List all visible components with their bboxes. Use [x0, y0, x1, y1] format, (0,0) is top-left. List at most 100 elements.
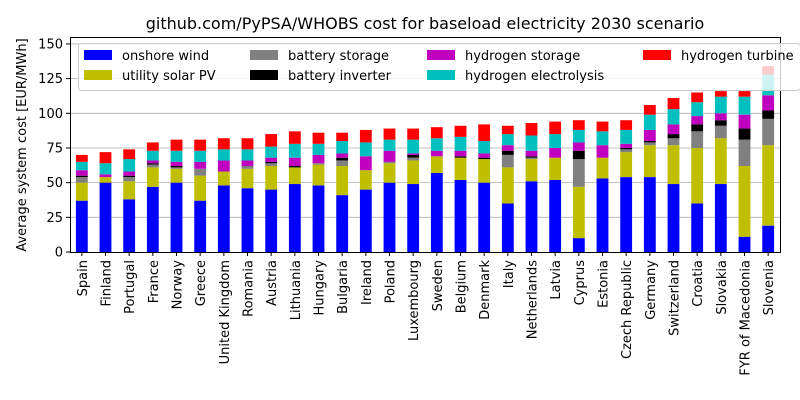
bar-segment	[170, 166, 183, 168]
x-tick-label: Croatia	[691, 260, 706, 307]
bar-segment	[336, 157, 349, 161]
bar-segment	[738, 128, 751, 140]
bar-segment	[501, 145, 514, 151]
bar-segment	[525, 123, 538, 136]
bar-segment	[241, 168, 254, 189]
y-tick-label: 150	[38, 37, 63, 52]
y-tick-label: 100	[38, 107, 63, 122]
bar-segment	[478, 153, 491, 158]
bar-segment	[620, 149, 633, 153]
plot-frame	[70, 37, 781, 253]
bar-segment	[123, 177, 136, 182]
bar-segment	[454, 150, 467, 157]
bar-segment	[99, 152, 112, 164]
legend: onshore wind utility solar PV battery stor…	[78, 43, 800, 91]
bar-segment	[288, 166, 301, 168]
bar-segment	[525, 156, 538, 158]
bar-segment	[738, 96, 751, 115]
bar-segment	[336, 166, 349, 196]
bar-segment	[762, 145, 775, 226]
bar-segment	[217, 149, 230, 161]
bar-segment	[146, 160, 159, 164]
bar-segment	[123, 159, 136, 172]
legend-swatch	[84, 70, 112, 80]
bar-segment	[217, 160, 230, 172]
bar-segment	[383, 163, 396, 183]
bar-segment	[714, 138, 727, 185]
bar-segment	[596, 157, 609, 179]
bar-segment	[146, 150, 159, 161]
bar-segment	[572, 120, 585, 130]
x-tick-label: Italy	[502, 260, 517, 289]
legend-swatch	[84, 50, 112, 60]
bar-segment	[383, 150, 396, 162]
bar-segment	[430, 172, 443, 252]
legend-label: hydrogen turbine	[681, 49, 794, 64]
bar-segment	[549, 121, 562, 135]
y-axis-label: Average system cost [EUR/MWh]	[15, 38, 30, 251]
bar-segment	[170, 139, 183, 151]
bar-segment	[525, 157, 538, 160]
bar-segment	[170, 168, 183, 183]
bar-segment	[146, 164, 159, 168]
bar-segment	[75, 161, 88, 171]
x-tick-label: Hungary	[313, 260, 328, 316]
x-tick-label: Bulgaria	[336, 260, 351, 314]
bar-segment	[146, 142, 159, 151]
bar-segment	[430, 138, 443, 151]
x-tick-label: Belgium	[455, 260, 470, 313]
bar-segment	[241, 138, 254, 150]
bar-segment	[383, 182, 396, 252]
bar-segment	[691, 203, 704, 252]
bar-segment	[194, 175, 207, 201]
x-tick-label: Cyprus	[573, 260, 588, 306]
bar-segment	[714, 184, 727, 252]
bars	[75, 66, 775, 252]
x-tick-label: Germany	[644, 260, 659, 320]
bar-segment	[691, 131, 704, 148]
bar-segment	[146, 163, 159, 165]
bar-segment	[691, 124, 704, 132]
bar-segment	[75, 154, 88, 162]
bar-segment	[383, 161, 396, 164]
x-tick-label: Netherlands	[526, 260, 541, 339]
bar-segment	[454, 179, 467, 252]
bar-segment	[667, 124, 680, 135]
bar-segment	[359, 129, 372, 143]
bar-segment	[288, 143, 301, 158]
bar-segment	[643, 142, 656, 146]
bar-segment	[596, 178, 609, 252]
y-tick-label: 25	[46, 211, 63, 226]
bar-segment	[170, 167, 183, 169]
bar-segment	[501, 150, 514, 155]
x-tick-label: Switzerland	[668, 260, 683, 336]
legend-swatch	[427, 70, 455, 80]
bar-segment	[407, 153, 420, 155]
x-tick-label: Finland	[100, 260, 115, 306]
bar-segment	[478, 182, 491, 252]
bar-segment	[762, 110, 775, 119]
bar-segment	[265, 161, 278, 164]
x-tick-label: France	[147, 260, 162, 303]
x-axis: Spain Finland Portugal France Norway Greece Un…	[76, 252, 777, 376]
x-tick-label: Norway	[171, 260, 186, 310]
x-tick-label: Slovenia	[762, 260, 777, 315]
bar-segment	[714, 96, 727, 114]
bar-segment	[430, 127, 443, 139]
bar-segment	[288, 157, 301, 166]
bar-segment	[572, 186, 585, 239]
y-axis: 0 25 50 75 100 125 150	[38, 37, 70, 261]
bar-segment	[312, 132, 325, 144]
bar-segment	[407, 184, 420, 252]
chart-title: github.com/PyPSA/WHOBS cost for baseload…	[146, 14, 705, 33]
bar-segment	[501, 167, 514, 204]
bar-segment	[312, 154, 325, 164]
bar-segment	[241, 188, 254, 252]
bar-segment	[99, 177, 112, 183]
bar-segment	[336, 160, 349, 166]
x-tick-label: Ireland	[360, 260, 375, 305]
legend-swatch	[643, 50, 671, 60]
bar-segment	[407, 157, 420, 161]
bar-segment	[525, 135, 538, 151]
bar-segment	[146, 167, 159, 187]
